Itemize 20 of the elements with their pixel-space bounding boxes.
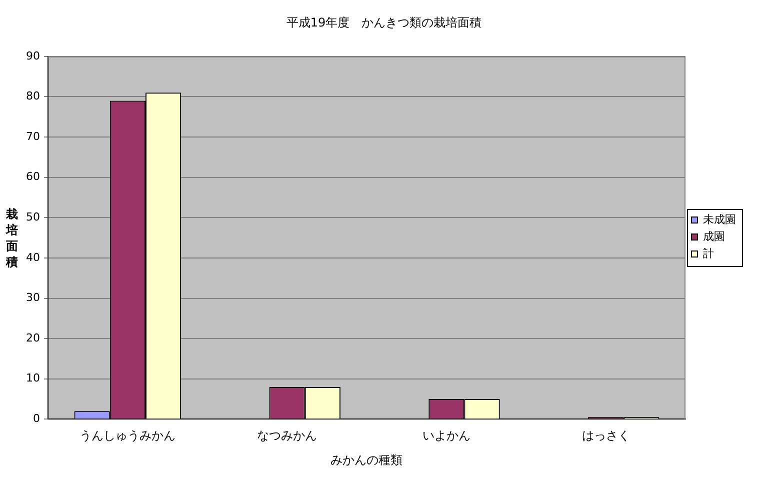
- y-tick-label: 60: [26, 170, 40, 184]
- x-tick-label: うんしゅうみかん: [80, 428, 176, 443]
- legend-label: 成園: [703, 230, 725, 243]
- y-tick-label: 0: [32, 412, 40, 426]
- legend-label: 計: [703, 246, 714, 260]
- y-tick-label: 40: [26, 250, 40, 264]
- y-tick-label: 10: [26, 372, 40, 385]
- y-tick-label: 30: [26, 291, 40, 304]
- y-axis-title: 栽培面積: [6, 206, 18, 270]
- y-tick-label: 70: [26, 130, 40, 143]
- x-axis-title: みかんの種類: [330, 452, 403, 467]
- legend-label: 未成園: [703, 212, 736, 226]
- y-tick-label: 90: [26, 49, 40, 62]
- y-tick-label: 20: [26, 331, 40, 344]
- x-tick-label: いよかん: [422, 428, 470, 443]
- y-tick-label: 50: [26, 210, 40, 224]
- y-tick-label: 80: [26, 90, 40, 103]
- x-tick-label: なつみかん: [257, 428, 318, 443]
- chart-title: 平成19年度 かんきつ類の栽培面積: [286, 15, 482, 30]
- x-tick-label: はっさく: [582, 428, 630, 443]
